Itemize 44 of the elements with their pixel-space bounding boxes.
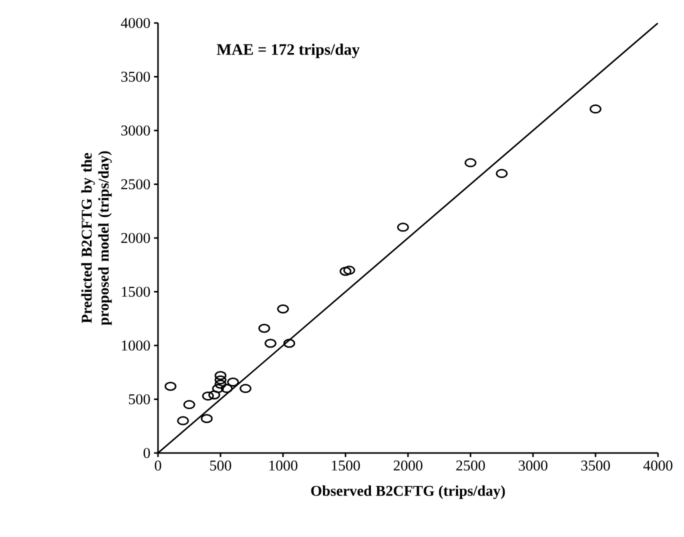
y-tick-label: 1000 [122, 340, 150, 351]
point [202, 391, 214, 401]
point [183, 400, 196, 410]
x-tick-label: 1000 [269, 460, 298, 471]
point [264, 338, 276, 348]
y-tick-label: 1500 [122, 286, 150, 297]
point [214, 371, 226, 380]
x-tick-label: 0 [154, 460, 162, 471]
point [177, 416, 189, 426]
x-tick-label: 2500 [456, 460, 485, 471]
point [212, 384, 224, 394]
point [343, 266, 356, 275]
y-tick-label: 2500 [121, 179, 150, 190]
point [200, 414, 213, 424]
y-tick-label: 3000 [121, 125, 150, 136]
point [227, 377, 239, 387]
point [258, 324, 270, 333]
x-tick-label: 2000 [394, 460, 422, 471]
y-tick-label: 4000 [120, 18, 150, 28]
point [397, 222, 409, 232]
y-tick-label: 500 [128, 394, 150, 404]
annotation: MAE = 172 trips/day [216, 44, 360, 58]
point [214, 380, 226, 389]
y-tick-label: 3500 [121, 72, 150, 82]
point [340, 266, 352, 276]
point [277, 304, 289, 314]
x-tick-label: 500 [210, 460, 232, 471]
point [220, 384, 233, 394]
point [240, 384, 252, 394]
y-tick-label: 2000 [121, 232, 150, 244]
x-tick-label: 4000 [643, 460, 672, 471]
y-axis-title: Predicted B2CFTG by the proposed model (trips/day) [81, 151, 112, 326]
point [208, 390, 220, 400]
y-tick-label: 0 [144, 448, 150, 458]
point [214, 375, 226, 384]
x-axis-title: Observed B2CFTG (trips/day) [311, 485, 505, 499]
point [464, 158, 476, 168]
point [590, 104, 602, 114]
x-tick-label: 3500 [581, 460, 610, 471]
x-tick-label: 1500 [332, 460, 360, 471]
point [164, 382, 176, 391]
point [496, 168, 508, 178]
x-tick-label: 3000 [518, 460, 548, 471]
point [283, 338, 296, 348]
